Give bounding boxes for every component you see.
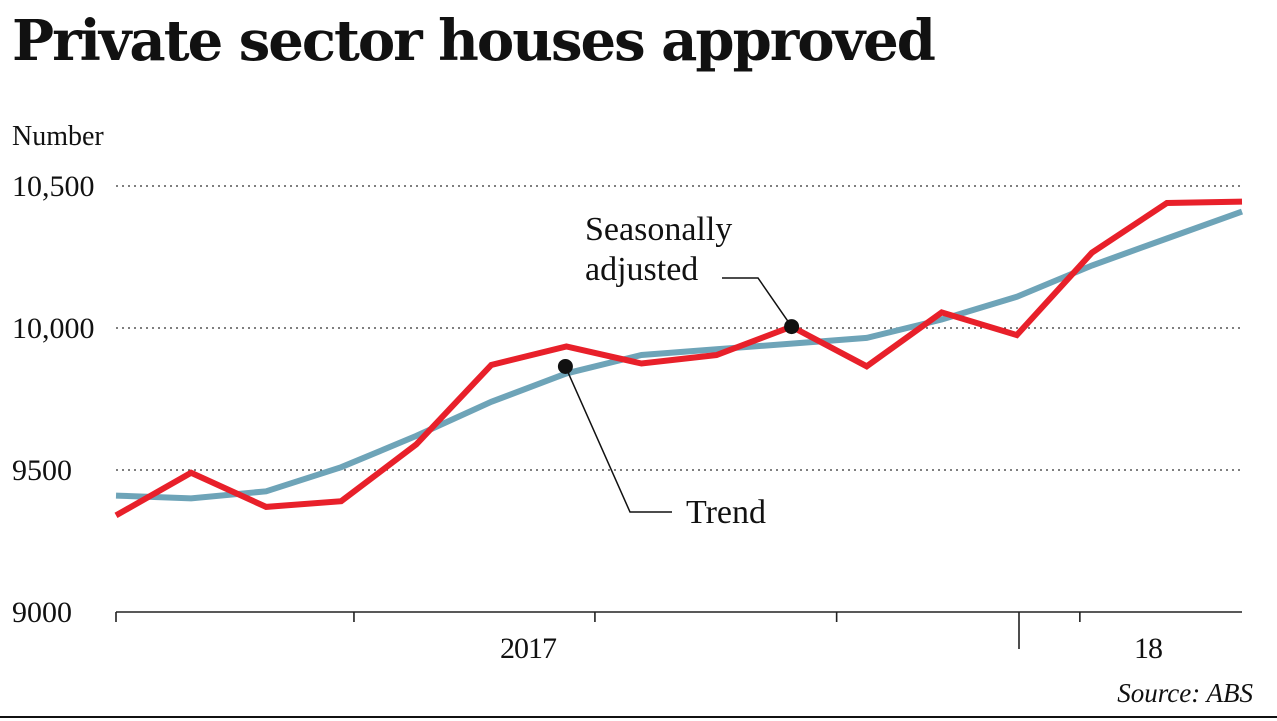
annotations: Seasonally adjusted Trend: [557, 211, 800, 531]
series-line-seasonally-adjusted: [114, 198, 1243, 519]
y-tick-label: 9500: [12, 454, 72, 487]
gridlines: [116, 185, 1242, 471]
annotation-trend: Trend: [686, 494, 766, 531]
x-tick-label: 2017: [500, 632, 557, 665]
y-tick-label: 9000: [12, 596, 72, 629]
bottom-rule: [0, 716, 1277, 718]
y-axis-label: Number: [12, 121, 104, 152]
source-note: Source: ABS: [1117, 678, 1253, 708]
x-axis: 2017 18: [115, 611, 1242, 665]
callout-line-trend: [564, 366, 672, 513]
y-tick-labels: 10,500 10,000 9500 9000: [12, 170, 95, 629]
y-tick-label: 10,500: [12, 170, 95, 203]
series-line-trend: [115, 208, 1244, 502]
annotation-seasonally-adjusted: Seasonally adjusted: [585, 211, 732, 288]
chart-title: Private sector houses approved: [12, 8, 936, 74]
y-tick-label: 10,000: [12, 312, 95, 345]
marker-seasonally-adjusted: [784, 319, 800, 335]
x-tick-label: 18: [1134, 632, 1162, 665]
callout-line-seasonally-adjusted: [722, 277, 793, 328]
series-lines: [114, 198, 1244, 519]
marker-trend: [557, 358, 573, 374]
